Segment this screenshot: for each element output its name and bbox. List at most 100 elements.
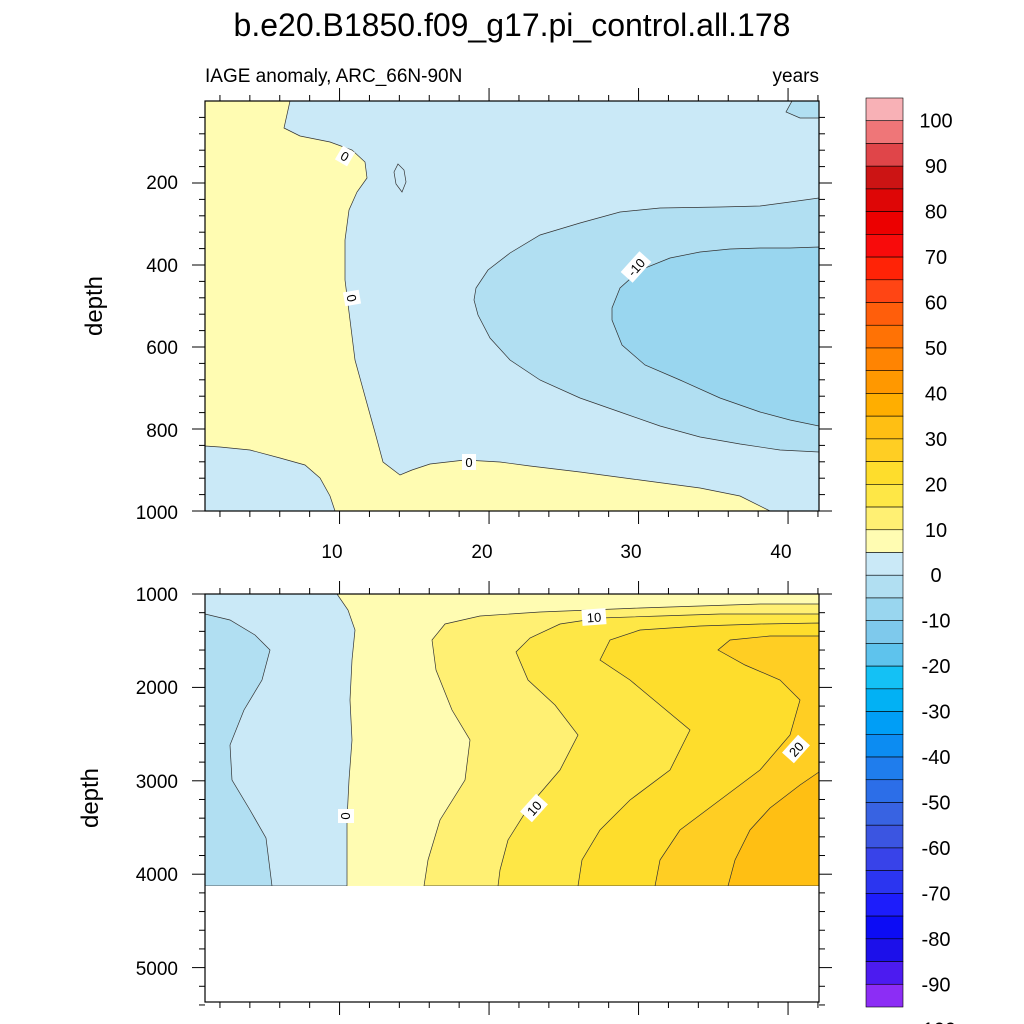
colorbar-tick-label: -20: [922, 656, 951, 678]
colorbar-tick-label: 30: [925, 429, 947, 451]
colorbar-box: [865, 733, 904, 758]
colorbar-box: [865, 574, 904, 599]
upper-y-tick-label: 200: [146, 173, 178, 194]
upper-y-tick-label: 1000: [136, 503, 178, 524]
colorbar-box: [865, 165, 904, 190]
colorbar-box: [865, 711, 904, 735]
colorbar-box: [865, 97, 904, 122]
chart-subtitle-left: IAGE anomaly, ARC_66N-90N: [205, 66, 462, 87]
colorbar-box: [865, 779, 904, 803]
lower-y-tick-label: 5000: [136, 959, 178, 980]
colorbar-tick-label: 60: [925, 293, 947, 315]
colorbar-tick-label: 10: [925, 520, 947, 542]
contour-label: 0: [342, 289, 362, 307]
colorbar-box: [865, 643, 904, 667]
x-tick-labels: 10 20 30 40: [321, 542, 791, 563]
colorbar-box: [865, 847, 904, 871]
upper-frame: [204, 100, 820, 512]
contour-label: 0: [462, 454, 476, 470]
colorbar-box: [865, 938, 904, 962]
lower-y-tick-label: 4000: [136, 865, 178, 886]
colorbar-tick-label: -50: [922, 793, 951, 815]
colorbar-tick-label: -60: [922, 838, 951, 860]
colorbar-box: [865, 802, 904, 826]
contour-label: 10: [520, 793, 548, 823]
colorbar-tick-label: -40: [922, 747, 951, 769]
colorbar-box: [865, 870, 904, 894]
colorbar-box: [865, 824, 904, 849]
colorbar-tick-label: -70: [922, 883, 951, 905]
lower-panel: [205, 594, 819, 1002]
colorbar-box: [865, 393, 904, 417]
svg-text:0: 0: [343, 293, 359, 303]
colorbar-box: [865, 120, 904, 144]
lower-y-axis-label: depth: [77, 768, 104, 828]
lower-y-tick-label: 2000: [136, 678, 178, 699]
lower-frame: [204, 593, 820, 1003]
colorbar-box: [865, 961, 904, 985]
contour-label: 20: [782, 734, 810, 764]
x-tick-label: 40: [770, 542, 791, 563]
colorbar-box: [865, 756, 904, 781]
colorbar-tick-label: -90: [922, 974, 951, 996]
x-tick-label: 30: [620, 542, 641, 563]
upper-y-axis-label: depth: [81, 276, 108, 336]
colorbar-box: [865, 256, 904, 281]
colorbar-box: [865, 324, 904, 349]
colorbar-box: [865, 506, 904, 531]
axis-ticks: [192, 88, 832, 1015]
colorbar-tick-label: 90: [925, 156, 947, 178]
colorbar-tick-label: -10: [922, 611, 951, 633]
lower-y-tick-label: 1000: [136, 585, 178, 606]
upper-contour-blob: [393, 163, 407, 193]
colorbar-labels: 1009080706050403020100-10-20-30-40-50-60…: [916, 111, 956, 1024]
lower-missing-data-area: [205, 886, 819, 1002]
colorbar-box: [865, 438, 904, 462]
contour-label: 0: [338, 809, 354, 823]
colorbar: [865, 97, 904, 1008]
colorbar-tick-label: -100: [916, 1020, 956, 1024]
svg-text:0: 0: [465, 455, 472, 470]
upper-y-tick-label: 400: [146, 256, 178, 277]
colorbar-box: [865, 234, 904, 258]
lower-y-tick-labels: 1000 2000 3000 4000 5000: [136, 585, 178, 980]
colorbar-box: [865, 665, 904, 690]
svg-text:10: 10: [586, 610, 601, 626]
colorbar-tick-label: 50: [925, 338, 947, 360]
colorbar-tick-label: -30: [922, 702, 951, 724]
colorbar-box: [865, 620, 904, 644]
upper-y-tick-labels: 200 400 600 800 1000: [136, 173, 178, 524]
upper-panel: [205, 101, 819, 511]
colorbar-box: [865, 529, 904, 553]
colorbar-box: [865, 893, 904, 917]
colorbar-box: [865, 688, 904, 712]
colorbar-box: [865, 484, 904, 508]
contour-label: 0: [334, 145, 356, 167]
colorbar-tick-label: -80: [922, 929, 951, 951]
contour-label: 10: [581, 608, 607, 626]
chart-subtitle-right: years: [773, 66, 819, 87]
chart-title: b.e20.B1850.f09_g17.pi_control.all.178: [234, 7, 791, 43]
colorbar-tick-label: 70: [925, 247, 947, 269]
colorbar-box: [865, 370, 904, 394]
svg-text:0: 0: [338, 812, 353, 819]
colorbar-box: [865, 279, 904, 303]
upper-contour-surface: [785, 101, 819, 119]
lower-contour-labels: 10 10 20 0: [338, 608, 810, 823]
colorbar-box: [865, 143, 904, 167]
upper-contour-labels: 0 0 0 -10: [334, 145, 652, 470]
colorbar-box: [865, 461, 904, 485]
colorbar-box: [865, 211, 904, 235]
upper-y-tick-label: 600: [146, 338, 178, 359]
colorbar-box: [865, 915, 904, 940]
colorbar-box: [865, 302, 904, 326]
upper-contour-negative-5-left: [205, 445, 336, 511]
colorbar-box: [865, 983, 904, 1008]
colorbar-box: [865, 415, 904, 440]
colorbar-box: [865, 552, 904, 576]
lower-y-tick-label: 3000: [136, 772, 178, 793]
colorbar-tick-label: 80: [925, 202, 947, 224]
colorbar-tick-label: 0: [930, 565, 941, 587]
x-tick-label: 10: [321, 542, 342, 563]
